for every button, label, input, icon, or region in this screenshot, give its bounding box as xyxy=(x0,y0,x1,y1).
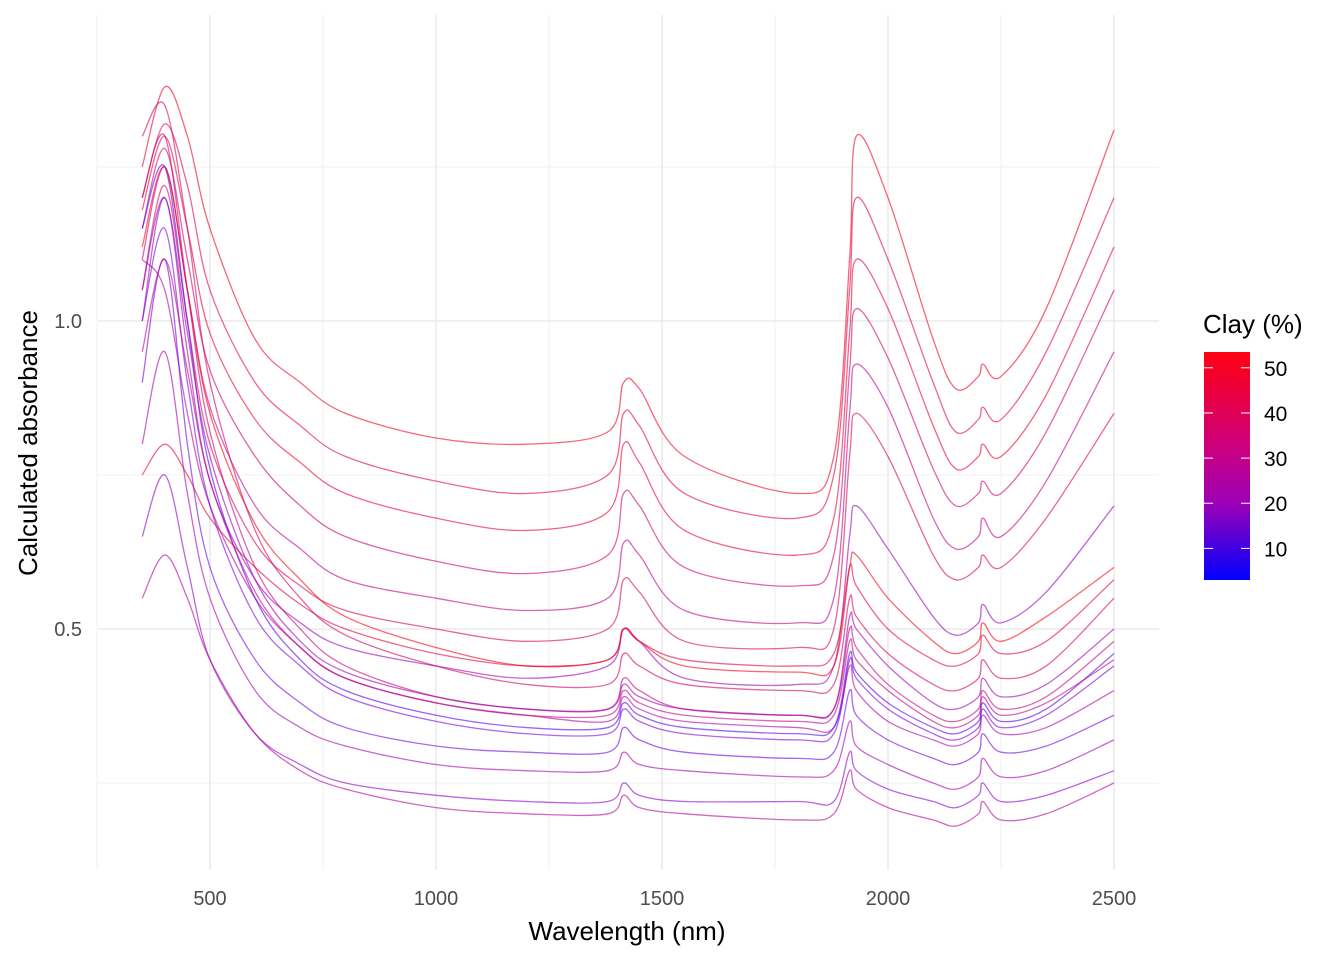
x-tick-label: 2500 xyxy=(1092,888,1137,910)
legend-tick-label: 10 xyxy=(1264,538,1287,561)
x-tick-label: 1500 xyxy=(640,888,685,910)
spectrum-line xyxy=(141,85,1115,495)
legend-title: Clay (%) xyxy=(1203,309,1303,339)
spectrum-line xyxy=(141,164,1115,737)
spectrum-line xyxy=(141,197,1115,719)
spectrum-line xyxy=(141,227,1115,743)
spectrum-line xyxy=(141,166,1115,625)
x-tick-label: 1000 xyxy=(414,888,459,910)
spectrum-line xyxy=(141,554,1115,827)
spectrum-line xyxy=(141,443,1115,667)
x-tick-label: 2000 xyxy=(866,888,911,910)
legend-tick-label: 30 xyxy=(1264,448,1287,471)
spectrum-line xyxy=(141,258,1115,766)
y-axis-ticks: 0.5 1.0 xyxy=(54,311,82,641)
spectrum-line xyxy=(141,135,1115,556)
legend-tick-label: 50 xyxy=(1264,358,1287,381)
spectrum-line xyxy=(141,101,1115,694)
x-axis-label: Wavelength (nm) xyxy=(529,916,726,946)
x-axis-ticks: 500 1000 1500 2000 2500 xyxy=(193,888,1136,910)
spectrum-line xyxy=(141,351,1115,791)
y-tick-label: 1.0 xyxy=(54,311,82,333)
spectrum-line xyxy=(141,197,1115,687)
spectrum-line xyxy=(141,147,1115,587)
spectrum-line xyxy=(141,258,1115,747)
legend-tick-label: 40 xyxy=(1264,403,1287,426)
spectrum-line xyxy=(141,123,1115,520)
y-tick-label: 0.5 xyxy=(54,619,82,641)
spectrum-line xyxy=(141,474,1115,809)
legend-ticks: 10 20 30 40 50 xyxy=(1204,358,1287,561)
spectrum-line xyxy=(141,166,1115,677)
x-tick-label: 500 xyxy=(193,888,226,910)
spectrum-line xyxy=(141,258,1115,729)
spectrum-line xyxy=(141,133,1115,723)
legend: Clay (%) 10 20 30 40 50 xyxy=(1203,309,1303,580)
y-axis-label: Calculated absorbance xyxy=(13,310,43,576)
spectrum-line xyxy=(141,184,1115,651)
legend-colorbar xyxy=(1204,352,1250,580)
legend-tick-label: 20 xyxy=(1264,493,1287,516)
spectra-lines xyxy=(141,85,1115,827)
